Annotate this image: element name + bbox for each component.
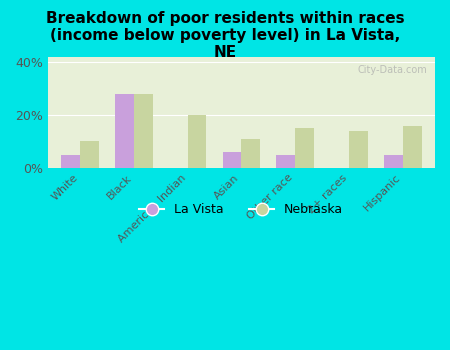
Bar — [276, 155, 295, 168]
Bar — [403, 126, 422, 168]
Bar — [241, 139, 260, 168]
Bar — [80, 141, 99, 168]
Bar — [223, 152, 241, 168]
Bar — [349, 131, 368, 168]
Legend: La Vista, Nebraska: La Vista, Nebraska — [135, 198, 348, 221]
Bar — [295, 128, 314, 168]
Bar — [134, 94, 153, 168]
Bar — [61, 155, 80, 168]
Text: Breakdown of poor residents within races
(income below poverty level) in La Vist: Breakdown of poor residents within races… — [46, 10, 404, 60]
Bar — [115, 94, 134, 168]
Text: City-Data.com: City-Data.com — [357, 65, 427, 75]
Bar — [384, 155, 403, 168]
Bar — [188, 115, 207, 168]
